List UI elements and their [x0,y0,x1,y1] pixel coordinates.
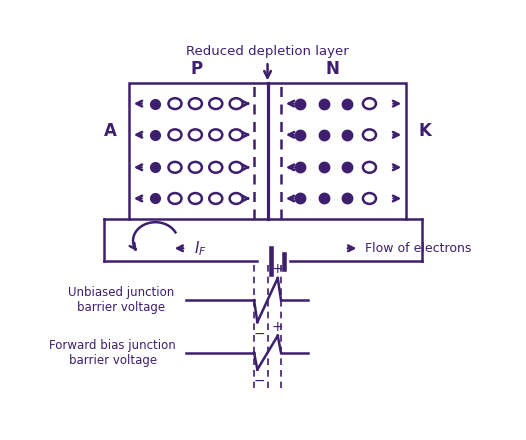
Text: P: P [190,60,203,78]
Text: K: K [418,122,431,140]
Text: $I_F$: $I_F$ [194,239,207,258]
Text: Reduced depletion layer: Reduced depletion layer [186,45,349,58]
Text: $-$: $-$ [253,373,265,387]
Text: $-$: $-$ [253,326,265,340]
Text: $+$: $+$ [271,320,283,334]
Text: $+$: $+$ [271,262,283,276]
Text: Flow of electrons: Flow of electrons [366,242,472,255]
Text: Forward bias junction
barrier voltage: Forward bias junction barrier voltage [49,339,176,367]
Text: N: N [326,60,340,78]
Text: Unbiased junction
barrier voltage: Unbiased junction barrier voltage [68,286,174,314]
Text: A: A [104,122,117,140]
Bar [129,83,406,219]
